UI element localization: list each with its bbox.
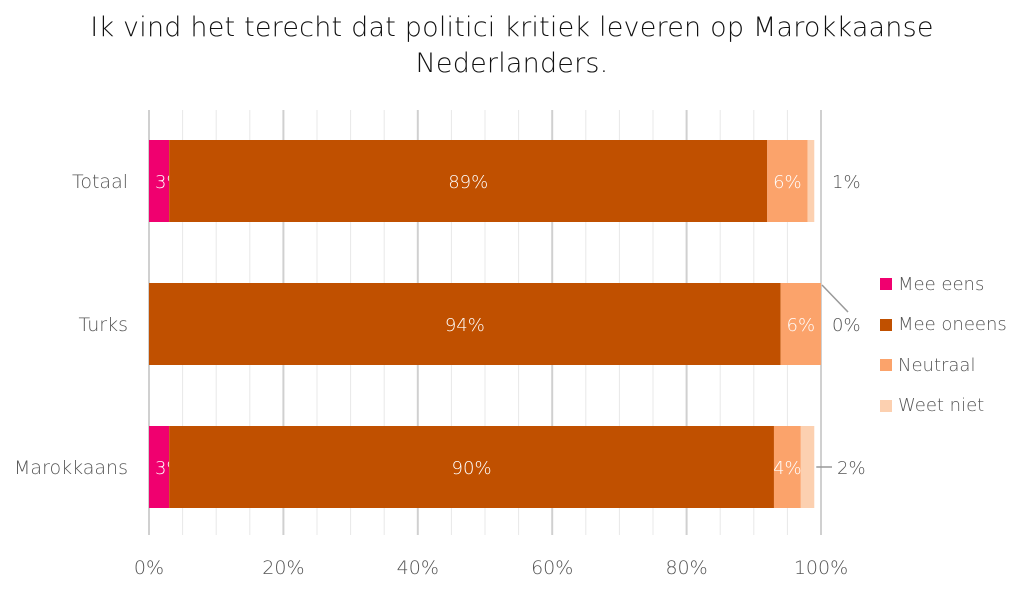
data-label: 90% bbox=[452, 458, 492, 479]
legend-label: Mee eens bbox=[898, 273, 985, 295]
legend-item: Neutraal bbox=[880, 345, 1007, 386]
x-tick-label: 60% bbox=[531, 557, 573, 579]
bar-segment bbox=[800, 426, 815, 508]
bar-segment bbox=[773, 426, 801, 508]
chart-legend: Mee eens Mee oneens Neutraal Weet niet bbox=[880, 264, 1007, 426]
legend-swatch bbox=[880, 318, 892, 331]
bar-segment bbox=[780, 283, 821, 365]
legend-item: Weet niet bbox=[880, 386, 1007, 427]
bar-segment bbox=[807, 140, 815, 222]
chart-title-line-1: Ik vind het terecht dat politici kritiek… bbox=[90, 12, 934, 43]
chart-title-line-2: Nederlanders. bbox=[415, 48, 609, 79]
bar-segment bbox=[149, 140, 170, 222]
bar-segment bbox=[169, 426, 774, 508]
legend-swatch bbox=[880, 278, 892, 291]
category-label: Totaal bbox=[72, 171, 128, 193]
data-label: 89% bbox=[448, 172, 488, 193]
x-tick-label: 100% bbox=[794, 557, 848, 579]
x-tick-label: 80% bbox=[665, 557, 707, 579]
legend-item: Mee oneens bbox=[880, 305, 1007, 346]
category-label: Marokkaans bbox=[14, 457, 128, 479]
data-label: 0% bbox=[832, 315, 861, 336]
category-label: Turks bbox=[79, 314, 128, 336]
legend-label: Neutraal bbox=[898, 354, 976, 376]
legend-label: Weet niet bbox=[898, 395, 985, 417]
bar-segment bbox=[149, 283, 781, 365]
bar-segment bbox=[149, 426, 170, 508]
data-label: 2% bbox=[837, 458, 866, 479]
data-label: 4% bbox=[773, 458, 802, 479]
x-tick-label: 20% bbox=[262, 557, 304, 579]
bar-segment bbox=[767, 140, 808, 222]
data-label: 1% bbox=[832, 172, 861, 193]
legend-label: Mee oneens bbox=[898, 314, 1007, 336]
legend-swatch bbox=[880, 359, 892, 372]
data-label: 94% bbox=[445, 315, 485, 336]
leader-line bbox=[821, 284, 849, 313]
legend-swatch bbox=[880, 399, 892, 412]
data-label: 6% bbox=[787, 315, 816, 336]
x-tick-label: 40% bbox=[397, 557, 439, 579]
data-label: 6% bbox=[773, 172, 802, 193]
x-tick-label: 0% bbox=[134, 557, 164, 579]
legend-item: Mee eens bbox=[880, 264, 1007, 305]
bar-segment bbox=[169, 140, 768, 222]
